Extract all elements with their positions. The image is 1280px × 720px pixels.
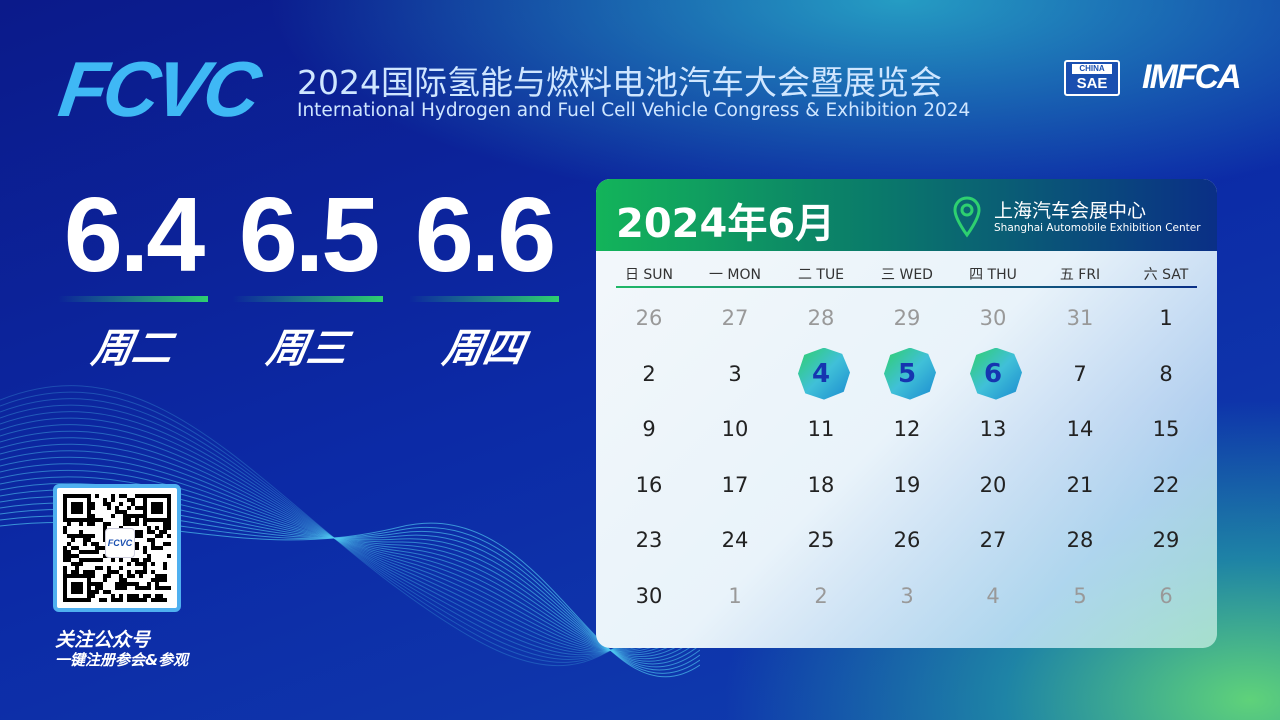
day-cell: 30 bbox=[635, 584, 663, 608]
weekday-header: 四 THU bbox=[969, 267, 1017, 283]
day-cell: 2 bbox=[642, 361, 656, 386]
event-day: 6.6 周四 bbox=[409, 180, 559, 374]
weekday-header: 五 FRI bbox=[1059, 267, 1101, 283]
weekday-header: 日 SUN bbox=[624, 267, 674, 283]
fcvc-logo: FCVC bbox=[53, 45, 263, 133]
day-cell: 6 bbox=[1159, 584, 1173, 608]
day-cell: 18 bbox=[807, 472, 835, 497]
qr-code[interactable]: FCVC bbox=[53, 484, 181, 612]
event-date: 6.5 bbox=[238, 176, 380, 294]
qr-sublabel: 一键注册参会&参观 bbox=[55, 651, 189, 669]
day-cell: 12 bbox=[893, 417, 921, 442]
event-day-cell: 6 bbox=[950, 347, 1036, 400]
calendar-card: 2024年6月 上海汽车会展中心 Shanghai Automobile Exh… bbox=[596, 179, 1217, 648]
highlight-badge bbox=[798, 347, 850, 400]
day-cell: 1 bbox=[728, 584, 742, 608]
imfca-logo: IMFCA bbox=[1142, 58, 1242, 96]
day-cell: 26 bbox=[893, 528, 921, 553]
day-cell: 13 bbox=[979, 417, 1007, 442]
day-cell: 14 bbox=[1066, 417, 1094, 442]
date-underline bbox=[58, 296, 208, 302]
event-weekday: 周二 bbox=[88, 326, 177, 372]
weekday-header: 六 SAT bbox=[1143, 267, 1189, 283]
day-cell: 31 bbox=[1066, 306, 1094, 330]
weekday-header: 一 MON bbox=[708, 267, 762, 283]
day-cell: 7 bbox=[1073, 361, 1087, 386]
title-en: International Hydrogen and Fuel Cell Veh… bbox=[297, 100, 971, 121]
day-cell: 9 bbox=[642, 417, 656, 442]
day-cell: 2 bbox=[814, 584, 828, 608]
day-cell: 15 bbox=[1152, 417, 1180, 442]
day-cell: 24 bbox=[721, 528, 749, 553]
day-cell: 1 bbox=[1159, 306, 1173, 330]
event-date: 6.6 bbox=[414, 176, 556, 294]
event-weekday: 周三 bbox=[263, 326, 352, 372]
day-cell: 10 bbox=[721, 417, 749, 442]
weekday-header: 三 WED bbox=[881, 267, 933, 283]
day-cell: 3 bbox=[728, 361, 742, 386]
day-cell: 27 bbox=[721, 306, 749, 330]
day-cell: 17 bbox=[721, 472, 749, 497]
event-day-cell: 4 bbox=[778, 347, 864, 400]
weekday-header: 二 TUE bbox=[797, 267, 845, 283]
day-cell: 25 bbox=[807, 528, 835, 553]
qr-center-logo: FCVC bbox=[105, 528, 135, 558]
day-cell: 16 bbox=[635, 472, 663, 497]
event-date: 6.4 bbox=[63, 176, 205, 294]
title-cn: 2024国际氢能与燃料电池汽车大会暨展览会 bbox=[297, 63, 942, 102]
day-cell: 3 bbox=[900, 584, 914, 608]
day-cell: 8 bbox=[1159, 361, 1173, 386]
day-cell: 23 bbox=[635, 528, 663, 553]
day-cell: 28 bbox=[1066, 528, 1094, 553]
day-cell: 26 bbox=[635, 306, 663, 330]
decorative-waves bbox=[0, 385, 700, 678]
day-cell: 5 bbox=[1073, 584, 1087, 608]
day-cell: 20 bbox=[979, 472, 1007, 497]
qr-label: 关注公众号 bbox=[55, 629, 151, 651]
date-underline bbox=[409, 296, 559, 302]
day-cell: 27 bbox=[979, 528, 1007, 553]
day-cell: 4 bbox=[986, 584, 1000, 608]
day-cell: 28 bbox=[807, 306, 835, 330]
highlight-badge bbox=[884, 347, 936, 400]
day-cell: 22 bbox=[1152, 472, 1180, 497]
day-cell: 30 bbox=[979, 306, 1007, 330]
day-cell: 19 bbox=[893, 472, 921, 497]
highlight-badge bbox=[970, 347, 1022, 400]
venue-en: Shanghai Automobile Exhibition Center bbox=[994, 222, 1201, 234]
china-sae-logo: CHINA SAE bbox=[1064, 60, 1120, 96]
day-cell: 29 bbox=[1152, 528, 1180, 553]
map-pin-icon bbox=[953, 196, 981, 238]
day-cell: 29 bbox=[893, 306, 921, 330]
day-cell: 21 bbox=[1066, 472, 1094, 497]
calendar-month: 2024年6月 bbox=[616, 201, 836, 247]
event-day-cell: 5 bbox=[864, 347, 950, 400]
calendar-header: 2024年6月 上海汽车会展中心 Shanghai Automobile Exh… bbox=[596, 179, 1217, 251]
event-weekday: 周四 bbox=[439, 326, 528, 372]
event-day: 6.4 周二 bbox=[58, 180, 208, 374]
date-underline bbox=[233, 296, 383, 302]
day-cell: 11 bbox=[807, 417, 835, 442]
venue-cn: 上海汽车会展中心 bbox=[994, 200, 1147, 222]
weekday-divider bbox=[616, 286, 1197, 288]
event-day: 6.5 周三 bbox=[233, 180, 383, 374]
